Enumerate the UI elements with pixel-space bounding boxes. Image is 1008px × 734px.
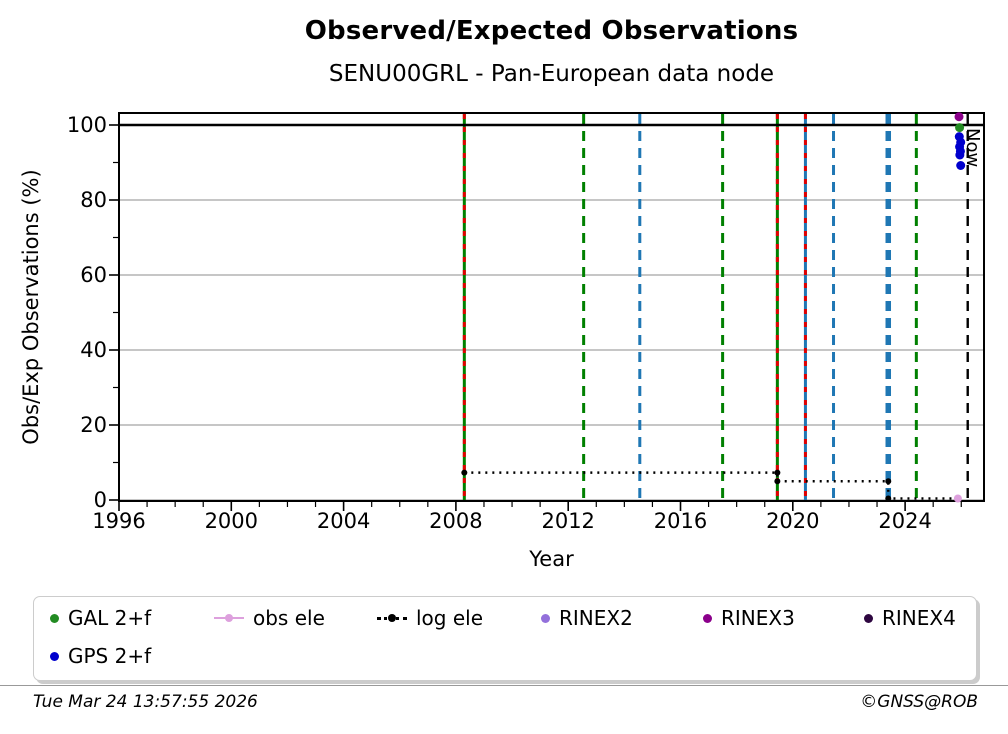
legend [33, 596, 977, 681]
legend-label: RINEX2 [559, 606, 633, 630]
legend-item-GPS-2+f: GPS 2+f [50, 644, 151, 668]
x-tick-label-2012: 2012 [541, 509, 595, 533]
x-tick-label-2024: 2024 [878, 509, 932, 533]
y-tick-label-60: 60 [80, 263, 107, 287]
marker-dot [225, 614, 233, 622]
x-axis-label: Year [529, 547, 574, 571]
legend-item-log-ele: log ele [377, 606, 483, 630]
footer-copyright: ©GNSS@ROB [860, 692, 978, 712]
legend-item-RINEX4: RINEX4 [864, 606, 956, 630]
RINEX2-marker-icon [541, 613, 550, 623]
log-ele-marker-icon [377, 613, 407, 623]
chart-title: Observed/Expected Observations [304, 16, 799, 46]
legend-label: log ele [416, 606, 484, 630]
legend-item-GAL-2+f: GAL 2+f [50, 606, 151, 630]
log-ele-marker [461, 469, 468, 476]
y-tick-label-80: 80 [80, 188, 107, 212]
plot-frame [118, 112, 985, 502]
now-label: Now [962, 128, 983, 168]
log-ele-line [464, 471, 960, 500]
marker-dot [388, 614, 396, 622]
x-tick-label-1996: 1996 [92, 509, 146, 533]
point-GPS-2+f [955, 150, 965, 160]
x-tick-label-2004: 2004 [316, 509, 371, 533]
y-tick-label-100: 100 [66, 113, 107, 137]
point-GAL-2+f [955, 123, 965, 133]
obs-ele-marker-icon [214, 613, 244, 623]
point-RINEX3 [954, 112, 964, 122]
footer-divider [0, 685, 1008, 686]
RINEX3-marker-icon [703, 613, 712, 623]
y-tick-label-20: 20 [80, 413, 107, 437]
legend-label: GPS 2+f [68, 644, 152, 668]
legend-label: RINEX4 [882, 606, 956, 630]
log-ele-marker [774, 478, 781, 485]
legend-label: obs ele [253, 606, 325, 630]
y-tick-label-0: 0 [93, 488, 107, 512]
x-tick-label-2000: 2000 [204, 509, 259, 533]
x-tick-label-2008: 2008 [429, 509, 483, 533]
legend-item-RINEX3: RINEX3 [703, 606, 795, 630]
log-ele-marker [774, 469, 781, 476]
chart-subtitle: SENU00GRL - Pan-European data node [328, 61, 775, 87]
log-ele-marker [885, 478, 892, 485]
point-GPS-2+f [956, 161, 966, 170]
RINEX4-marker-icon [864, 613, 873, 623]
obs-ele-point [953, 494, 962, 503]
legend-label: RINEX3 [721, 606, 795, 630]
legend-item-obs-ele: obs ele [214, 606, 325, 630]
y-tick-label-40: 40 [80, 338, 107, 362]
legend-label: GAL 2+f [68, 606, 152, 630]
x-tick-label-2016: 2016 [653, 509, 708, 533]
footer-timestamp: Tue Mar 24 13:57:55 2026 [33, 692, 258, 712]
GAL-2+f-marker-icon [50, 613, 59, 623]
GPS-2+f-marker-icon [50, 651, 59, 661]
y-axis-label: Obs/Exp Observations (%) [19, 169, 43, 445]
x-tick-label-2020: 2020 [766, 509, 820, 533]
legend-item-RINEX2: RINEX2 [541, 606, 633, 630]
